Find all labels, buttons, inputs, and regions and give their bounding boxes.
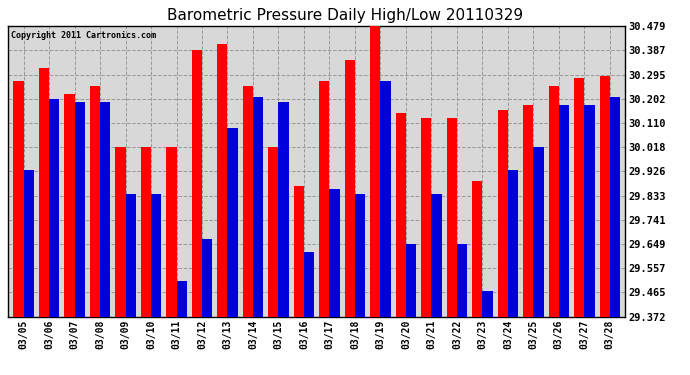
Bar: [166, 147, 177, 317]
Bar: [371, 26, 380, 317]
Bar: [533, 147, 544, 317]
Bar: [345, 60, 355, 317]
Bar: [355, 194, 365, 317]
Bar: [396, 112, 406, 317]
Bar: [559, 105, 569, 317]
Bar: [100, 102, 110, 317]
Bar: [319, 81, 329, 317]
Bar: [421, 118, 431, 317]
Bar: [141, 147, 151, 317]
Text: Copyright 2011 Cartronics.com: Copyright 2011 Cartronics.com: [11, 31, 157, 40]
Bar: [243, 86, 253, 317]
Bar: [23, 170, 34, 317]
Bar: [446, 118, 457, 317]
Bar: [253, 97, 263, 317]
Bar: [177, 280, 187, 317]
Bar: [574, 78, 584, 317]
Bar: [304, 252, 314, 317]
Bar: [202, 238, 213, 317]
Bar: [497, 110, 508, 317]
Bar: [457, 244, 467, 317]
Bar: [523, 105, 533, 317]
Bar: [151, 194, 161, 317]
Bar: [217, 44, 228, 317]
Bar: [192, 50, 202, 317]
Bar: [75, 102, 85, 317]
Bar: [431, 194, 442, 317]
Bar: [600, 76, 610, 317]
Bar: [329, 189, 339, 317]
Bar: [584, 105, 595, 317]
Bar: [90, 86, 100, 317]
Bar: [279, 102, 288, 317]
Bar: [294, 186, 304, 317]
Bar: [482, 291, 493, 317]
Bar: [126, 194, 136, 317]
Bar: [380, 81, 391, 317]
Bar: [472, 181, 482, 317]
Bar: [49, 99, 59, 317]
Text: Barometric Pressure Daily High/Low 20110329: Barometric Pressure Daily High/Low 20110…: [167, 8, 523, 23]
Bar: [39, 68, 49, 317]
Bar: [549, 86, 559, 317]
Bar: [610, 97, 620, 317]
Bar: [406, 244, 416, 317]
Bar: [228, 128, 237, 317]
Bar: [115, 147, 126, 317]
Bar: [508, 170, 518, 317]
Bar: [13, 81, 23, 317]
Bar: [64, 94, 75, 317]
Bar: [268, 147, 279, 317]
